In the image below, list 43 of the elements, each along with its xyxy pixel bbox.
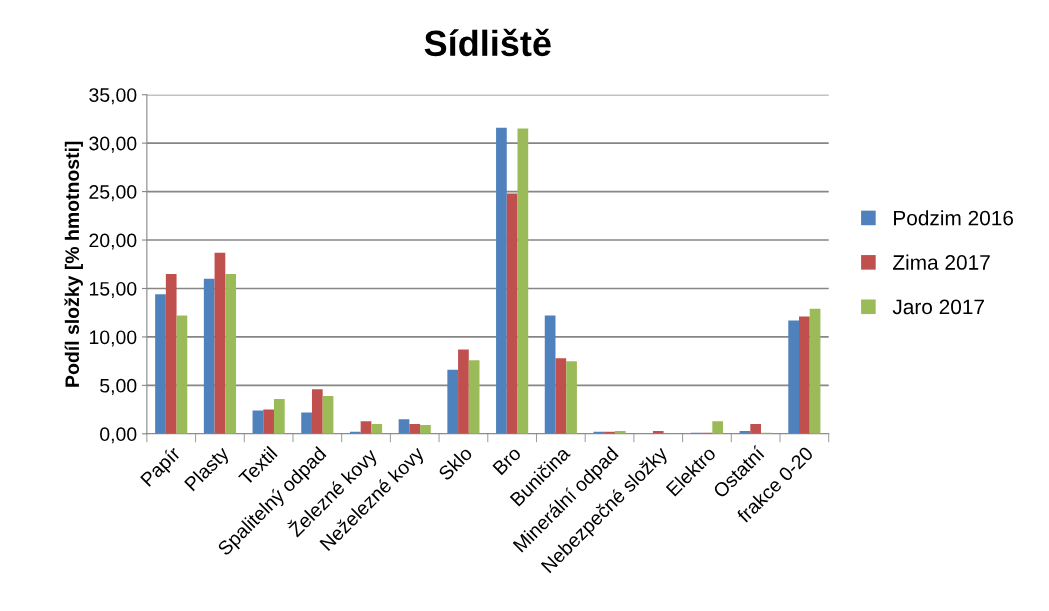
bar — [420, 425, 431, 434]
y-tick-label: 25,00 — [89, 185, 137, 202]
bar — [273, 398, 285, 434]
bar — [750, 424, 762, 434]
legend-label: Zima 2017 — [893, 254, 990, 270]
bar — [398, 419, 410, 434]
bar — [263, 409, 274, 434]
x-tick-label: Sklo — [437, 445, 473, 482]
bar — [322, 396, 334, 434]
bar — [566, 361, 577, 434]
y-tick-label: 10,00 — [89, 330, 137, 347]
y-tick-label: 5,00 — [100, 378, 137, 395]
bar — [799, 316, 810, 434]
bar — [203, 278, 215, 434]
bar — [311, 389, 323, 434]
y-tick-label: 15,00 — [89, 281, 137, 299]
bar — [165, 273, 177, 434]
y-tick-label: 20,00 — [89, 233, 137, 250]
bar — [544, 315, 556, 434]
bar — [517, 128, 529, 434]
y-axis-title: Podíl složky [% hmotnosti] — [64, 141, 83, 387]
legend-label: Podzim 2016 — [894, 210, 1014, 226]
bar — [712, 421, 724, 434]
y-tick-label: 35,00 — [89, 88, 137, 105]
y-tick-label: 0,00 — [100, 427, 137, 444]
bar — [788, 320, 799, 434]
bar — [809, 308, 821, 434]
bar — [371, 424, 383, 434]
bar — [214, 252, 226, 434]
bar — [468, 360, 480, 434]
chart-title: Sídliště — [424, 28, 551, 57]
bar — [555, 358, 567, 434]
bar — [176, 315, 188, 434]
y-tick-label: 30,00 — [89, 136, 137, 153]
bar — [496, 127, 507, 434]
bar — [225, 273, 236, 434]
bar — [155, 294, 166, 434]
bar — [458, 349, 469, 434]
bar — [506, 193, 518, 434]
legend-label: Jaro 2017 — [892, 299, 984, 315]
bar — [301, 412, 312, 434]
bar — [409, 424, 421, 434]
bar — [447, 369, 459, 434]
